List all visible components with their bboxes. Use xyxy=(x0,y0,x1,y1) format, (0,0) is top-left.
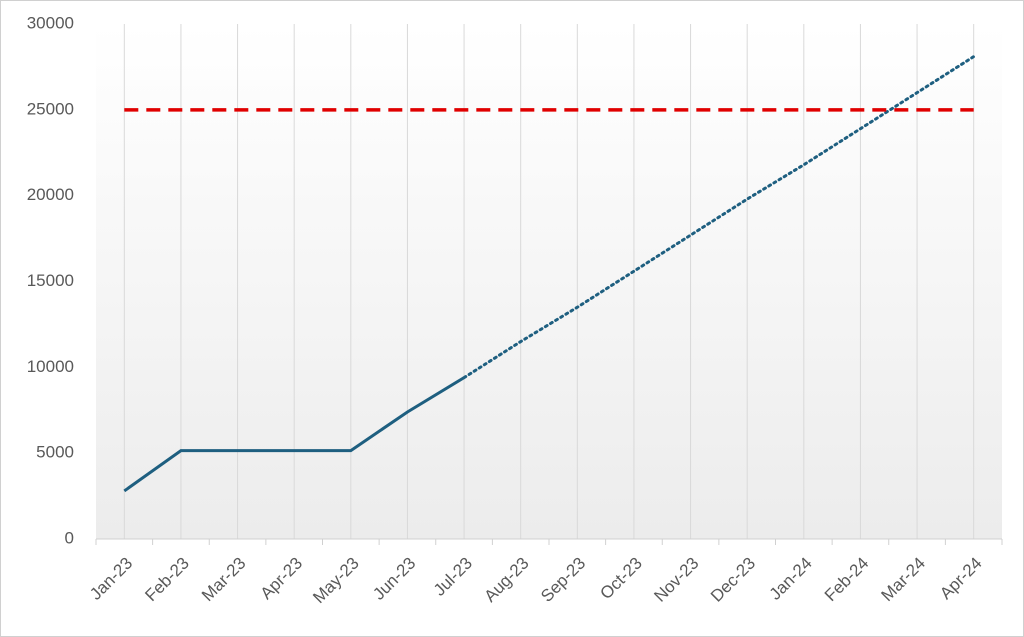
series-line xyxy=(123,376,465,493)
series-line xyxy=(462,55,976,380)
plot-area xyxy=(96,24,1002,539)
y-tick-label: 30000 xyxy=(27,13,74,32)
y-tick-label: 10000 xyxy=(27,357,74,376)
y-tick-label: 0 xyxy=(65,528,74,547)
y-tick-label: 5000 xyxy=(36,443,74,462)
y-tick-label: 25000 xyxy=(27,99,74,118)
y-tick-label: 20000 xyxy=(27,185,74,204)
y-tick-label: 15000 xyxy=(27,271,74,290)
